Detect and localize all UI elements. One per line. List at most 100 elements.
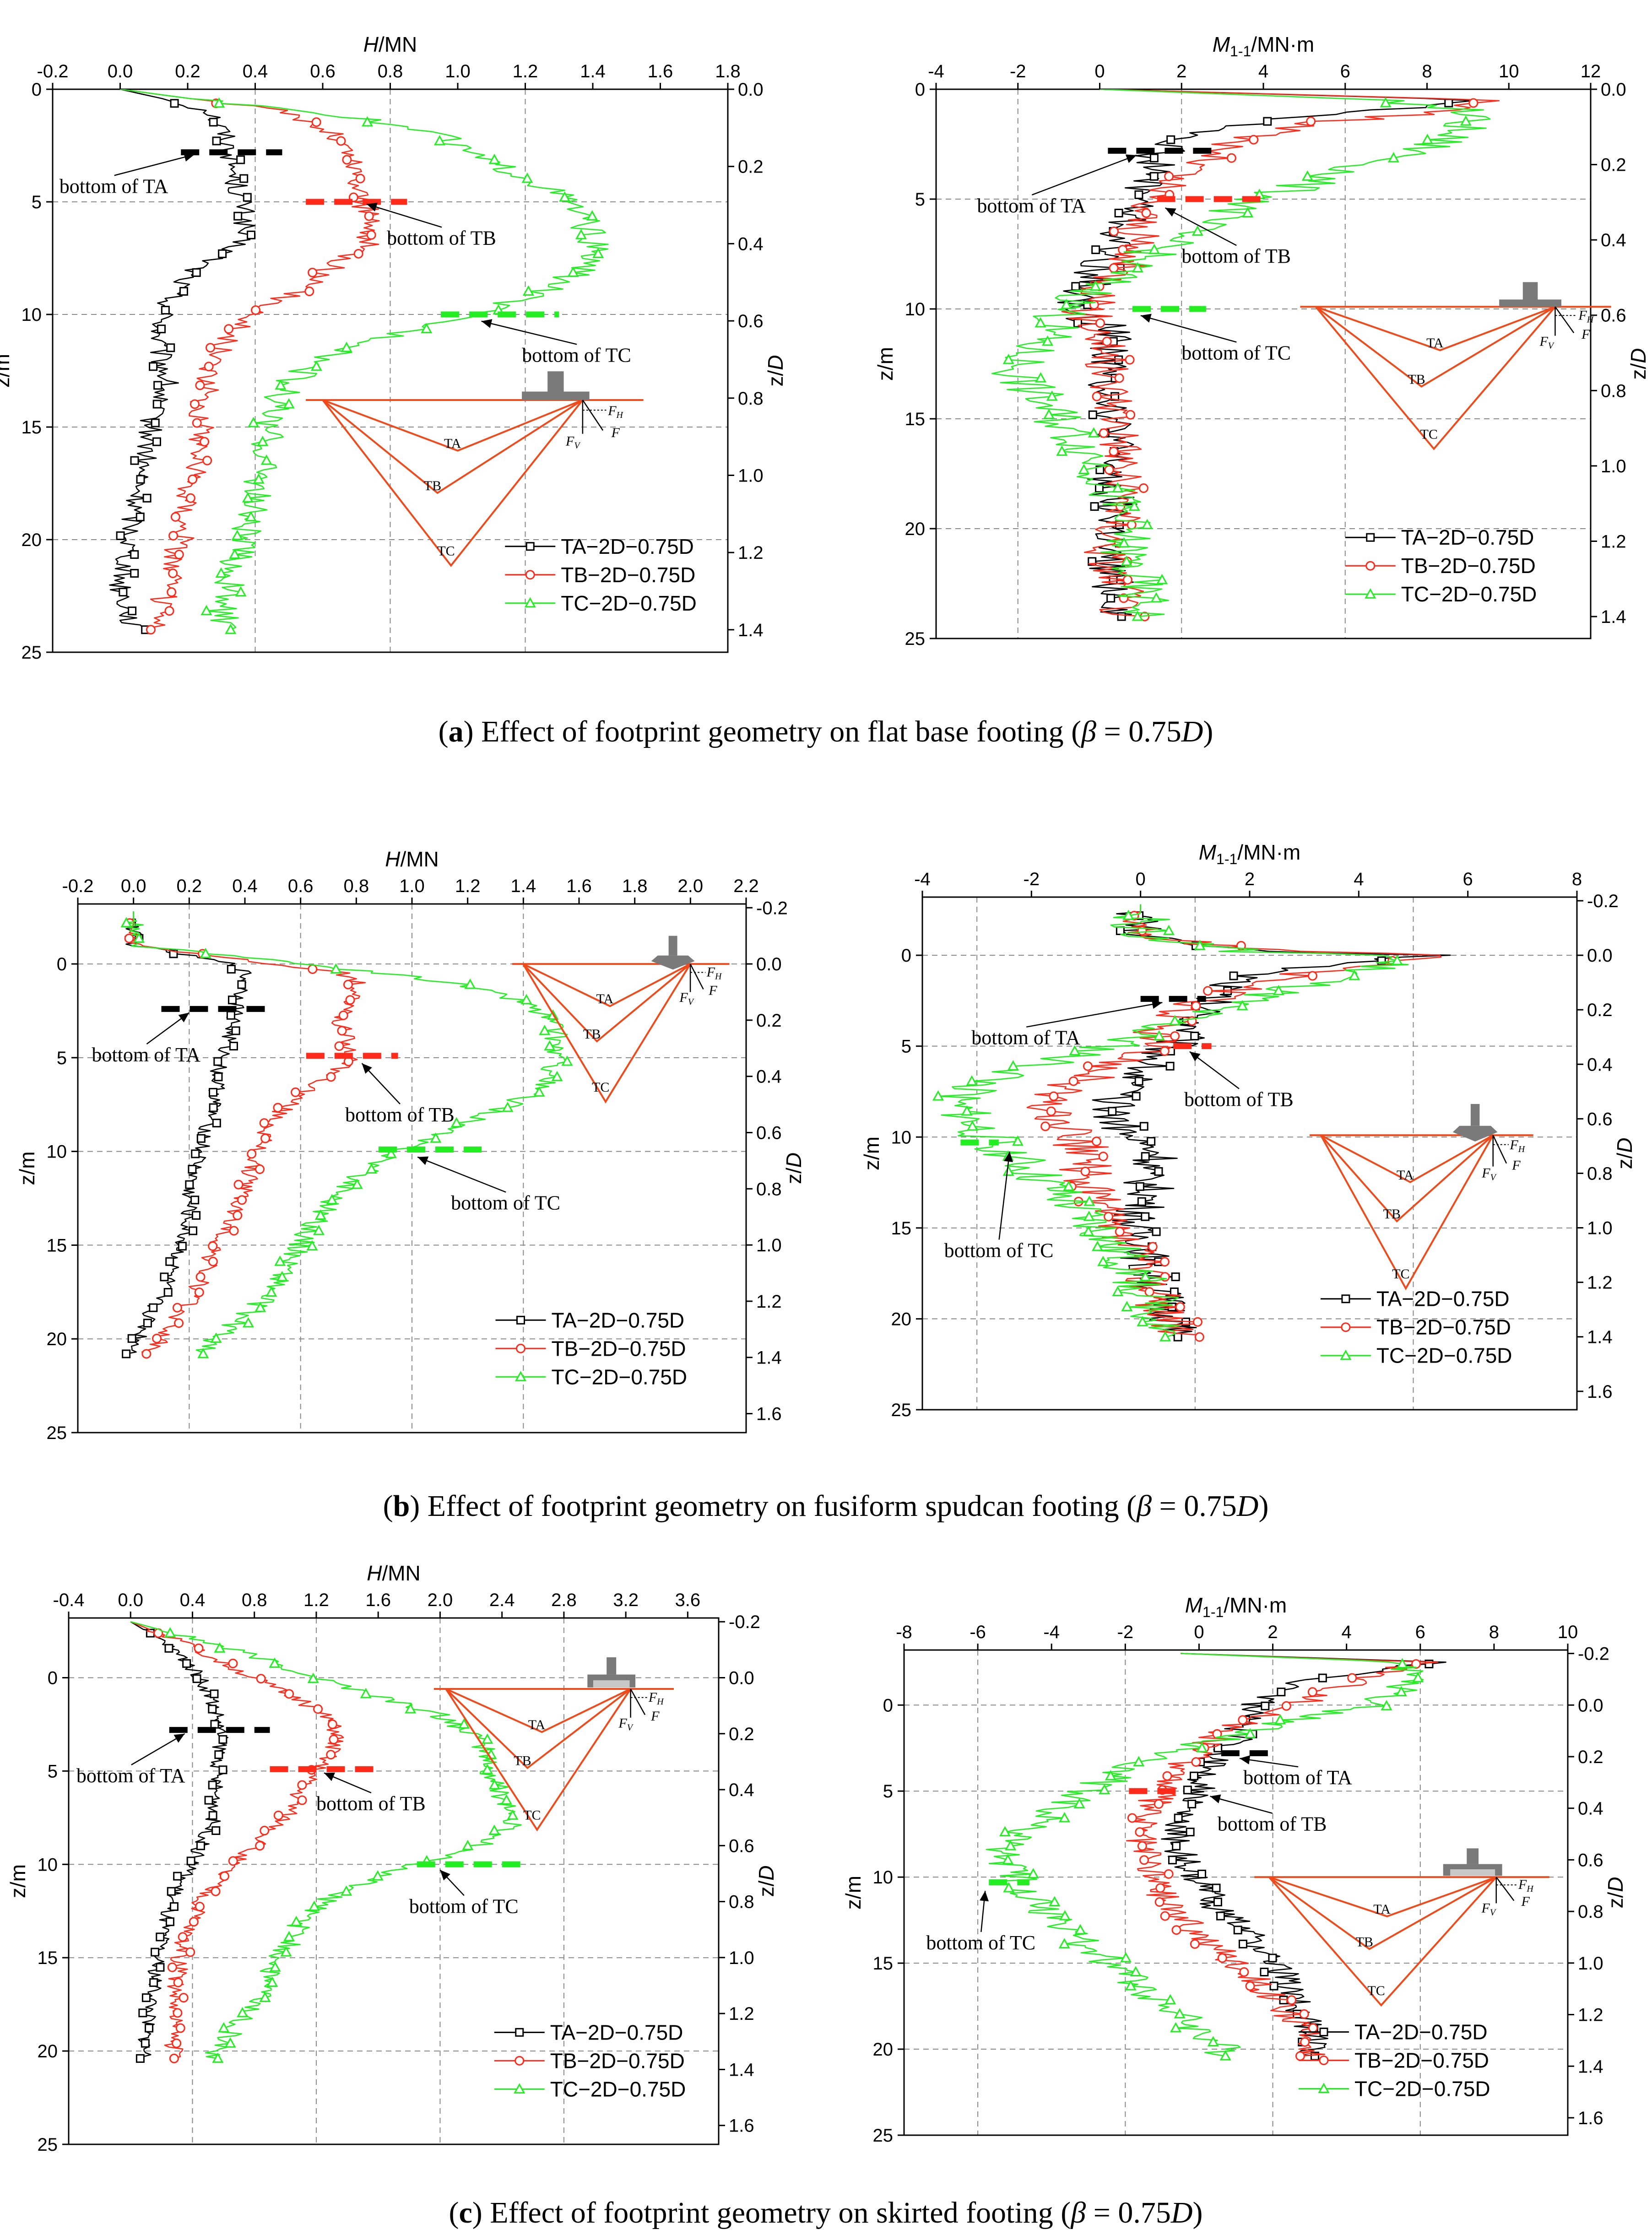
chart-b-left: -0.2 0.0 0.2 0.4 0.6 0.8 1.0 1.2 1.4 1.6 1.8 2.0 2.2… (15, 847, 806, 1443)
data-point-ta (128, 606, 137, 616)
y2-tick-label: 1.4 (1601, 607, 1626, 627)
data-point-tc (1041, 335, 1054, 346)
plot-body (120, 911, 573, 1359)
y2-tick-label: 0.6 (729, 1836, 754, 1856)
diagram-label-fv: FV (565, 434, 581, 451)
annotation-arrow-head (1125, 154, 1137, 163)
x-tick-label: -2 (1024, 869, 1040, 889)
diagram-label-fv-sub: V (574, 441, 581, 451)
series-line-tb (1026, 904, 1442, 1337)
data-point-ta (1444, 98, 1453, 108)
x-axis-title-symbol: M (1213, 32, 1230, 56)
data-point-tc (1078, 464, 1090, 474)
y2-axis-title-prefix: z/ (1613, 1153, 1636, 1169)
data-point-tb (229, 1226, 239, 1236)
data-point-tb (141, 1349, 152, 1359)
legend-label-tb: TB−2D−0.75D (1376, 1315, 1511, 1339)
data-point-tb (1040, 1121, 1051, 1131)
legend-marker-ta (1319, 2027, 1328, 2036)
y-tick-label: 25 (905, 629, 926, 649)
data-point-tc (231, 530, 243, 540)
legend-marker-tb (1319, 2055, 1329, 2065)
y2-tick-label: 0.0 (756, 954, 782, 974)
data-point-tb (164, 606, 174, 616)
data-point-tb (1109, 263, 1119, 273)
x-axis-title: H/MN (363, 32, 417, 56)
data-point-tb (178, 1932, 188, 1942)
x-tick-label: -2 (1117, 1622, 1134, 1642)
y2-tick-label: 0.2 (756, 1011, 782, 1031)
data-point-tc (274, 1255, 286, 1266)
data-point-ta (212, 1119, 221, 1128)
x-tick-label: 0 (1194, 1622, 1204, 1642)
diagram-label-tc: TC (592, 1080, 609, 1095)
data-point-tc (1219, 2050, 1231, 2061)
data-point-ta (179, 287, 188, 296)
y2-tick-label: 1.4 (729, 2060, 754, 2080)
y2-tick-label: 0.0 (738, 80, 764, 100)
data-point-tb (336, 136, 346, 146)
data-point-ta (135, 512, 145, 521)
data-point-tb (202, 455, 212, 465)
data-point-tb (329, 1734, 339, 1744)
data-point-ta (229, 1042, 238, 1051)
data-point-tc (1150, 592, 1162, 603)
data-point-tc (260, 454, 272, 465)
data-point-tc (259, 1991, 271, 2002)
data-point-ta (210, 1720, 219, 1729)
data-point-tb (308, 267, 318, 277)
legend-label-tc: TC−2D−0.75D (1354, 2077, 1490, 2100)
data-point-tb (1154, 1799, 1164, 1809)
x-tick-label: 1.6 (365, 1590, 391, 1610)
data-point-ta (145, 2024, 154, 2033)
annotation-arrow-line (114, 154, 195, 176)
data-point-tb (337, 1026, 347, 1036)
data-point-tc (586, 210, 598, 221)
annotation-arrow-head (366, 202, 378, 211)
diagram-label-fh: FH (1578, 308, 1594, 325)
y2-axis-title-prefix: z/ (754, 1881, 778, 1897)
bottom-annotation: bottom of TA (971, 1027, 1080, 1049)
data-point-tb (1295, 2051, 1305, 2061)
data-point-ta (151, 1948, 160, 1957)
diagram-label-fh-sub: H (656, 1697, 664, 1707)
data-point-ta (173, 1872, 182, 1881)
diagram-label-tb: TB (583, 1027, 601, 1042)
data-point-tb (345, 995, 355, 1005)
data-point-ta (1190, 1032, 1199, 1041)
x-axis-title-unit: /MN·m (1224, 1593, 1287, 1617)
data-point-tb (1122, 575, 1132, 585)
data-point-tc (237, 2007, 249, 2018)
x-axis-title-symbol: M (1199, 840, 1217, 864)
y2-tick-label: 0.6 (1587, 1109, 1613, 1129)
bottom-annotation: bottom of TA (60, 175, 168, 197)
data-point-ta (151, 418, 160, 427)
data-point-tb (172, 1303, 182, 1313)
legend-marker-ta (1341, 1294, 1350, 1304)
y2-tick-label: 1.2 (738, 543, 764, 563)
y-tick-label: 25 (891, 1400, 912, 1420)
data-point-tb (1191, 1757, 1201, 1767)
data-point-ta (153, 381, 162, 390)
series-line-ta (1161, 1653, 1446, 2057)
data-point-tb (206, 343, 216, 353)
y2-tick-label: 0.6 (756, 1123, 782, 1143)
data-point-tb (1114, 373, 1124, 383)
data-point-tc (1192, 225, 1203, 236)
data-point-tc (1125, 1980, 1137, 1991)
data-point-ta (1071, 282, 1080, 291)
y2-tick-label: 1.4 (756, 1348, 782, 1368)
data-point-tc (1059, 1910, 1071, 1921)
data-point-tb (195, 1901, 205, 1911)
data-point-tb (273, 1810, 283, 1820)
data-point-tc (1381, 1700, 1392, 1710)
annotation-arrow-line (1165, 207, 1237, 246)
data-point-ta (1141, 1152, 1150, 1161)
data-point-tc (1301, 170, 1313, 181)
series-line-ta (125, 911, 252, 1355)
data-point-ta (1261, 1701, 1270, 1710)
x-tick-label: 0.4 (243, 61, 268, 81)
data-point-tb (1109, 446, 1119, 456)
